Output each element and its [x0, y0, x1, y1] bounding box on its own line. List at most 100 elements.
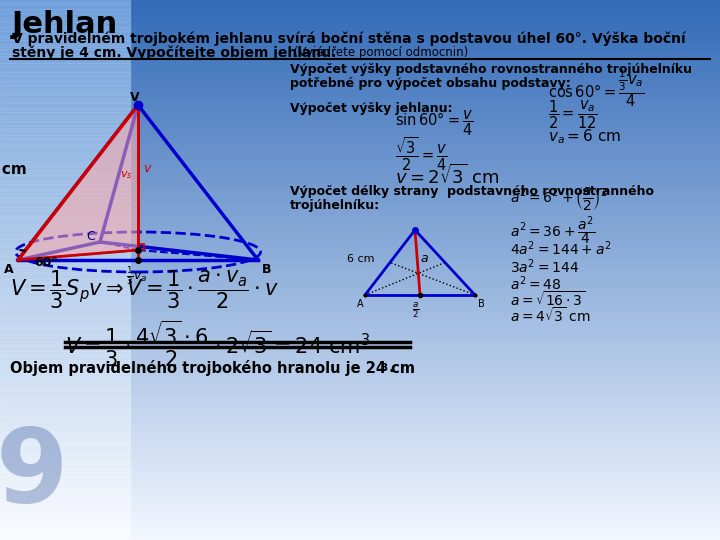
Bar: [0, 315, 130, 319]
Bar: [0, 298, 720, 301]
Bar: [0, 272, 720, 275]
Bar: [0, 214, 720, 218]
Bar: [0, 224, 720, 227]
Bar: [0, 526, 720, 529]
Bar: [0, 530, 130, 533]
Bar: [0, 155, 130, 158]
Bar: [0, 90, 130, 93]
Bar: [0, 359, 130, 362]
Bar: [0, 28, 130, 31]
Bar: [0, 436, 130, 439]
Bar: [0, 114, 720, 117]
Bar: [0, 121, 720, 124]
Bar: [0, 244, 130, 247]
Bar: [0, 314, 130, 317]
Bar: [0, 476, 130, 479]
Bar: [0, 240, 130, 243]
Bar: [0, 45, 130, 49]
Bar: [0, 166, 130, 169]
Bar: [0, 400, 720, 403]
Bar: [0, 166, 720, 169]
Bar: [0, 481, 130, 484]
Bar: [0, 438, 720, 441]
Bar: [0, 44, 130, 47]
Bar: [0, 349, 720, 353]
Bar: [0, 4, 720, 7]
Bar: [0, 369, 720, 373]
Bar: [0, 366, 720, 369]
Bar: [0, 252, 130, 255]
Bar: [0, 499, 130, 502]
Bar: [0, 144, 720, 147]
Bar: [0, 258, 130, 261]
Bar: [0, 409, 720, 412]
Bar: [0, 514, 720, 517]
Bar: [0, 198, 720, 201]
Bar: [0, 123, 130, 126]
Bar: [0, 420, 130, 423]
Bar: [0, 200, 130, 204]
Bar: [0, 85, 720, 88]
Bar: [0, 483, 720, 486]
Bar: [0, 58, 720, 61]
Bar: [0, 524, 720, 528]
Text: Výpočet výšky podstavného rovnostranného trojúhelníku: Výpočet výšky podstavného rovnostranného…: [290, 63, 692, 76]
Bar: [0, 247, 130, 250]
Bar: [0, 252, 720, 255]
Bar: [0, 60, 130, 63]
Bar: [0, 105, 130, 108]
Bar: [0, 517, 130, 520]
Bar: [0, 348, 130, 351]
Bar: [0, 384, 720, 387]
Bar: [0, 430, 720, 434]
Bar: [0, 465, 130, 468]
Bar: [0, 222, 720, 225]
Bar: [0, 227, 130, 231]
Bar: [0, 373, 130, 376]
Bar: [0, 175, 720, 178]
Bar: [0, 279, 130, 282]
Text: (Vyjádřete pomocí odmocnin): (Vyjádřete pomocí odmocnin): [290, 46, 468, 59]
Bar: [0, 299, 130, 302]
Bar: [0, 247, 720, 250]
Bar: [0, 371, 130, 374]
Bar: [0, 371, 720, 374]
Bar: [0, 375, 130, 378]
Bar: [0, 13, 130, 16]
Bar: [0, 186, 130, 189]
Bar: [0, 148, 130, 151]
Bar: [0, 204, 720, 207]
Bar: [0, 271, 720, 274]
Bar: [0, 191, 720, 194]
Bar: [0, 240, 720, 243]
Bar: [0, 292, 720, 295]
Bar: [0, 17, 130, 20]
Text: $a=\sqrt{16\cdot 3}$: $a=\sqrt{16\cdot 3}$: [510, 290, 585, 309]
Bar: [0, 217, 130, 220]
Bar: [0, 116, 130, 119]
Bar: [0, 305, 130, 308]
Bar: [0, 487, 720, 490]
Bar: [0, 112, 130, 115]
Bar: [0, 83, 130, 86]
Bar: [0, 133, 130, 137]
Text: $a^2=6^2+\left(\dfrac{a}{2}\right)^2$: $a^2=6^2+\left(\dfrac{a}{2}\right)^2$: [510, 185, 608, 212]
Bar: [0, 2, 720, 5]
Bar: [0, 317, 130, 320]
Bar: [0, 171, 130, 174]
Bar: [0, 51, 130, 54]
Bar: [0, 258, 720, 261]
Bar: [0, 175, 130, 178]
Bar: [0, 344, 130, 347]
Bar: [0, 503, 720, 506]
Text: Jehlan: Jehlan: [12, 10, 118, 39]
Bar: [0, 139, 130, 142]
Bar: [0, 87, 130, 90]
Bar: [0, 290, 130, 293]
Bar: [0, 87, 720, 90]
Bar: [0, 406, 720, 409]
Bar: [0, 436, 720, 439]
Bar: [0, 319, 130, 322]
Text: 4 cm: 4 cm: [0, 163, 27, 178]
Bar: [0, 261, 720, 265]
